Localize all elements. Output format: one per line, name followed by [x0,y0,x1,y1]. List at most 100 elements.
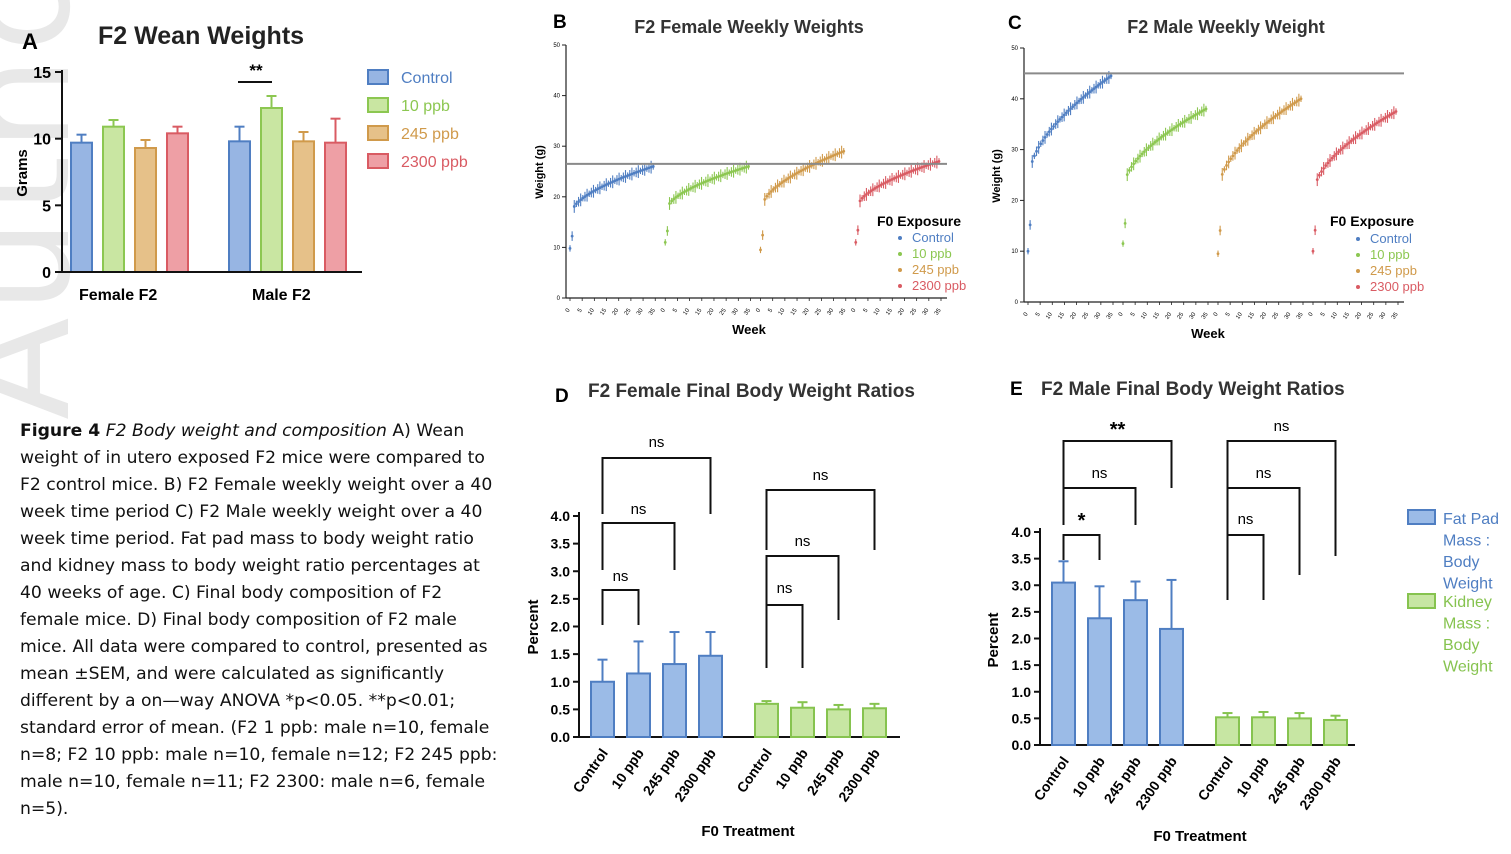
significance-label: ns [613,568,629,585]
weekly-point [1250,133,1254,137]
weekly-point [645,167,649,171]
weekly-point [1123,221,1127,225]
weekly-point [1181,121,1184,125]
weekly-point [1371,124,1374,128]
weekly-point [1140,152,1144,156]
panel-a-title: F2 Wean Weights [98,22,304,50]
weekly-point [1278,111,1282,115]
weekly-point [795,171,799,175]
weekly-point [1282,108,1286,112]
weekly-point [1261,124,1265,128]
weekly-xtick-label: 20 [1354,311,1363,320]
weekly-point [1041,139,1045,142]
weekly-point [1373,122,1377,126]
weekly-point [1166,131,1170,135]
weekly-point [617,177,621,181]
weekly-point [1060,115,1064,119]
ratio-ytick-label: 0.0 [1012,737,1032,753]
weekly-point [738,167,742,171]
weekly-point [1172,126,1176,130]
weekly-point [806,166,809,169]
weekly-legend-label: 2300 ppb [1370,279,1424,294]
weekly-point [1271,116,1275,120]
weekly-point [624,175,627,178]
weekly-point [825,157,829,160]
weekly-xtick-label: 0 [755,307,762,314]
weekly-point [1265,121,1269,125]
panel-d: D F2 Female Final Body Weight Ratios Per… [525,381,915,840]
weekly-point [827,156,831,159]
weekly-point [1360,131,1364,135]
weekly-point [1164,132,1167,136]
weekly-point [1056,120,1060,124]
ratio-ytick-label: 0.5 [551,701,571,717]
panel-a-ytick-label: 15 [33,65,51,82]
weekly-xtick-label: 5 [672,307,679,314]
weekly-point [596,187,600,191]
panel-a-ylabel: Grams [14,149,31,197]
ratio-bar [698,654,723,738]
weekly-point [619,176,623,180]
weekly-point [1035,149,1038,153]
weekly-xtick-label: 5 [1225,311,1232,318]
ratio-bar [626,672,651,739]
ratio-bar [790,706,815,739]
ratio-ytick-label: 3.0 [1012,577,1032,593]
weekly-point [693,184,697,188]
ratio-xtick-label: 10 ppb [772,746,811,792]
weekly-point [1121,242,1125,245]
ratio-bar [1251,716,1276,746]
panel-a-bar [70,141,93,273]
weekly-point [676,194,680,198]
weekly-xtick-label: 5 [1320,311,1327,318]
weekly-point [604,183,608,187]
weekly-point [1088,90,1092,94]
weekly-point [835,152,839,156]
weekly-point [1317,173,1321,177]
weekly-legend-label: Control [912,230,954,245]
weekly-point [1392,111,1396,115]
panel-a-bar [324,141,347,273]
weekly-xtick-label: 15 [695,307,704,316]
weekly-xtick-label: 30 [1379,311,1388,320]
weekly-point [1315,178,1319,182]
weekly-point [1328,159,1332,162]
weekly-point [744,165,748,169]
weekly-point [626,174,630,178]
panel-label-e: E [1010,379,1023,400]
ratio-ytick-label: 1.0 [1012,684,1032,700]
weekly-point [1274,114,1277,118]
weekly-point [879,183,883,187]
weekly-point [1227,160,1231,164]
weekly-point [1127,168,1131,172]
ratio-ytick-label: 3.5 [551,536,571,552]
weekly-legend-label: 245 ppb [1370,263,1417,278]
weekly-point [704,180,708,183]
weekly-xtick-label: 10 [587,307,596,316]
weekly-point [869,189,873,193]
weekly-xtick-label: 25 [1177,311,1186,320]
weekly-point [730,170,733,174]
weekly-point [873,187,877,190]
panel-c: C F2 Male Weekly Weight Weight (g) Week … [991,13,1424,341]
weekly-point [791,174,794,178]
panel-a-ytick-label: 5 [42,198,51,215]
weekly-point [1047,130,1051,134]
ratio-bar [826,708,851,738]
weekly-xtick-label: 10 [1045,311,1054,320]
weekly-point [572,205,576,208]
weekly-point [1216,252,1220,256]
legend-label-kidney: Body [1443,637,1479,654]
weekly-point [1064,111,1068,115]
panel-label-b: B [553,12,567,33]
panel-a-axis: 0 5 10 15 [33,65,362,282]
weekly-point [568,247,572,250]
weekly-xtick-label: 30 [1094,311,1103,320]
ratio-bar [1287,717,1312,746]
weekly-xtick-label: 10 [682,307,691,316]
legend-swatch [367,69,389,85]
weekly-point [589,191,593,194]
ratio-bar [754,702,779,738]
legend-label: 2300 ppb [401,154,468,171]
